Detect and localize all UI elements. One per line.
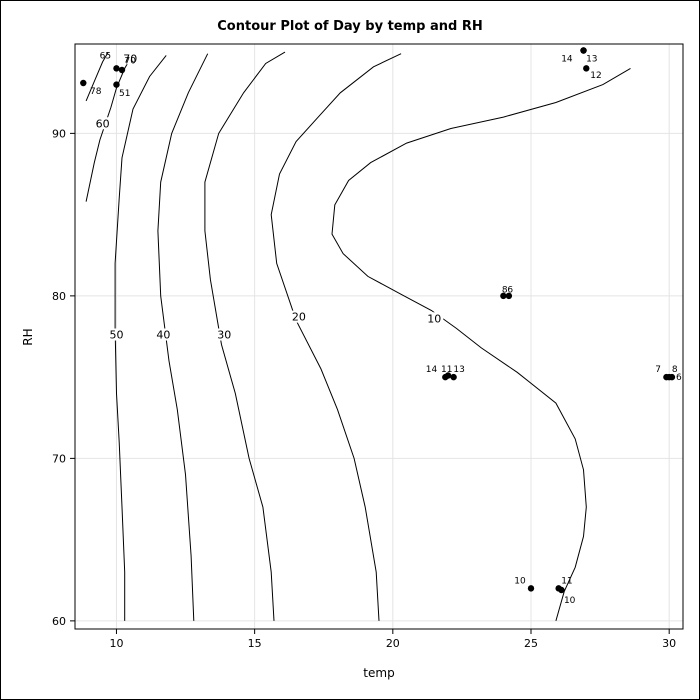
point-label: 11 (561, 576, 572, 586)
data-point (668, 373, 676, 381)
point-label: 10 (514, 576, 526, 586)
contour-label-bg (121, 52, 140, 65)
contour-label-bg (289, 310, 308, 323)
data-point (527, 585, 535, 592)
axis-ticks: 10 15 20 25 30 60 70 80 90 (52, 127, 676, 650)
contour-label-10: 10 (427, 312, 441, 325)
x-tick-label: 15 (248, 637, 262, 650)
point-label: 6 (507, 285, 513, 295)
y-tick-label: 80 (52, 290, 66, 303)
point-label: 14 (561, 55, 573, 65)
contour-label-bg (154, 328, 173, 341)
data-point (118, 66, 126, 74)
contour-lines (85, 51, 631, 622)
point-label: 51 (119, 89, 130, 99)
point-label: 7 (655, 365, 661, 375)
contour-label-20: 20 (292, 311, 306, 324)
x-tick-label: 30 (662, 637, 676, 650)
chart-title: Contour Plot of Day by temp and RH (217, 19, 482, 34)
contour-labels: 60 70 50 40 30 20 10 (93, 52, 444, 342)
contour-line-30 (204, 51, 286, 621)
data-point (113, 81, 120, 88)
data-point (450, 373, 457, 381)
x-tick-label: 20 (386, 637, 400, 650)
data-point (558, 586, 565, 594)
contour-line-20 (270, 53, 402, 621)
y-axis-label: RH (21, 328, 35, 345)
point-label: 8 (672, 365, 678, 375)
contour-line-50 (114, 55, 167, 621)
point-label: 10 (564, 596, 576, 606)
point-label: 13 (586, 55, 597, 65)
x-tick-label: 25 (524, 637, 538, 650)
point-label: 12 (590, 71, 601, 81)
contour-label-bg (93, 117, 112, 130)
data-point (444, 372, 452, 379)
data-points (80, 47, 676, 594)
contour-label-70: 70 (123, 52, 137, 65)
point-label: 70 (125, 56, 137, 66)
point-label: 14 (426, 365, 438, 375)
contour-label-50: 50 (109, 329, 123, 342)
plot-area-border (74, 43, 684, 630)
point-label: 78 (90, 87, 102, 97)
x-tick-label: 10 (109, 637, 123, 650)
contour-label-bg (215, 328, 234, 341)
point-label: 13 (453, 365, 464, 375)
contour-line-70 (85, 51, 109, 102)
contour-label-30: 30 (217, 329, 231, 342)
y-tick-label: 60 (52, 615, 66, 628)
data-point (80, 79, 87, 87)
contour-label-bg (425, 312, 444, 325)
data-point (583, 65, 590, 72)
point-label: 11 (441, 365, 452, 375)
contour-label-bg (107, 328, 126, 341)
y-tick-label: 70 (52, 452, 66, 465)
y-tick-label: 90 (52, 127, 66, 140)
data-point (113, 65, 120, 72)
contour-label-60: 60 (96, 117, 110, 130)
data-point (500, 292, 507, 300)
contour-label-40: 40 (156, 329, 170, 342)
point-label: 6 (676, 373, 682, 383)
point-label: 65 (100, 51, 111, 61)
point-label: 8 (502, 285, 508, 295)
contour-line-40 (157, 53, 209, 621)
data-point (580, 47, 587, 54)
x-axis-label: temp (363, 666, 394, 680)
data-point (505, 292, 513, 300)
contour-line-10 (331, 67, 631, 622)
